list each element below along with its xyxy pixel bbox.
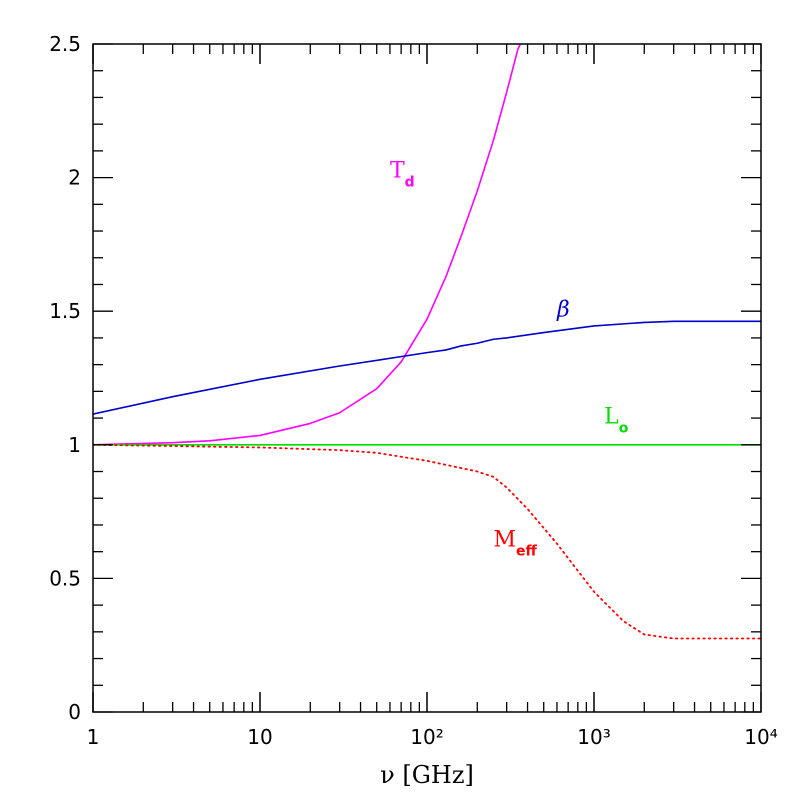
series-label-main: T xyxy=(390,159,405,184)
series-label-main: M xyxy=(493,527,516,552)
y-tick-label: 2.5 xyxy=(49,32,81,56)
series-line-0 xyxy=(93,44,522,446)
series-layer xyxy=(93,44,761,640)
x-tick-label: 1 xyxy=(87,725,100,749)
series-label-sub: d xyxy=(405,175,415,191)
x-tick-label: 10³ xyxy=(577,725,610,749)
series-label-sub: o xyxy=(619,420,629,436)
y-tick-label: 1.5 xyxy=(49,299,81,323)
x-tick-label: 10 xyxy=(247,725,272,749)
series-line-3 xyxy=(93,443,761,640)
series-label-main: L xyxy=(604,404,619,429)
ticks-layer xyxy=(92,43,762,713)
y-tick-label: 0 xyxy=(68,700,81,724)
series-label-2: Lo xyxy=(604,404,629,436)
y-tick-label: 2 xyxy=(68,166,81,190)
series-label-sub: eff xyxy=(516,543,537,559)
series-label-1: β xyxy=(556,298,570,323)
y-tick-label: 1 xyxy=(68,433,81,457)
y-tick-label: 0.5 xyxy=(49,566,81,590)
x-tick-label: 10⁴ xyxy=(744,725,777,749)
labels-layer: 1 10 10² 10³ 10⁴ 0 0.5 1 1.5 2 2.5 Td β Lo Meff xyxy=(49,32,778,749)
plot-frame xyxy=(92,43,762,713)
series-line-1 xyxy=(93,320,761,415)
x-tick-label: 10² xyxy=(410,725,443,749)
series-label-0: Td xyxy=(390,159,415,191)
x-axis-title: ν [GHz] xyxy=(380,761,474,789)
series-label-3: Meff xyxy=(493,527,537,559)
series-label-main: β xyxy=(556,298,570,323)
